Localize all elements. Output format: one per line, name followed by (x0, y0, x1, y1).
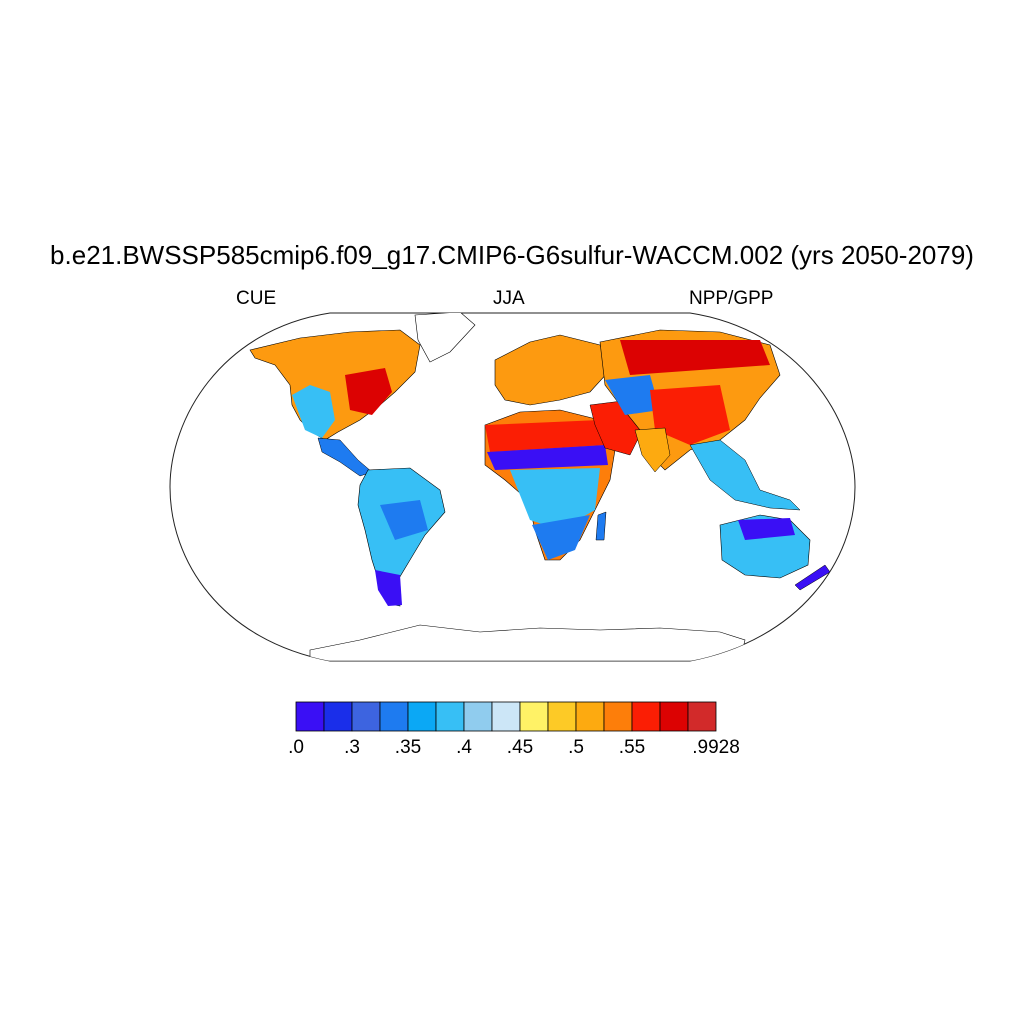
australia-north (738, 518, 795, 540)
central-africa (510, 468, 600, 530)
north-america-west (292, 385, 335, 438)
colorbar-tick-label: .0 (288, 737, 304, 758)
units-label: NPP/GPP (689, 288, 774, 309)
season-label: JJA (493, 288, 525, 309)
central-asia (605, 375, 660, 415)
southern-africa (532, 515, 590, 560)
colorbar-swatch (687, 701, 717, 732)
colorbar-swatch (603, 701, 633, 732)
colorbar-swatch (491, 701, 521, 732)
colorbar-swatch (295, 701, 325, 732)
colorbar-swatch (631, 701, 661, 732)
colorbar-swatch (463, 701, 493, 732)
colorbar-tick-label: .55 (618, 737, 646, 758)
east-asia (650, 385, 730, 445)
colorbar-swatch (547, 701, 577, 732)
colorbar-swatch (407, 701, 437, 732)
madagascar-land (595, 511, 607, 541)
colorbar-tick-label: .35 (394, 737, 422, 758)
sahel-band (487, 445, 608, 470)
south-america-south (375, 570, 402, 606)
colorbar-swatch (659, 701, 689, 732)
southeast-asia-land (689, 439, 801, 511)
antarctica-outline (309, 624, 746, 661)
north-america-land (249, 329, 421, 441)
colorbar-swatch (323, 701, 353, 732)
colorbar-swatch (575, 701, 605, 732)
colorbar-swatch (351, 701, 381, 732)
india-land (634, 427, 671, 473)
siberia-band (620, 340, 770, 375)
variable-label: CUE (236, 288, 277, 309)
south-america-central (380, 500, 428, 540)
greenland-land (414, 313, 476, 363)
plot-title: b.e21.BWSSP585cmip6.f09_g17.CMIP6-G6sulf… (50, 240, 974, 270)
colorbar-tick-label: .3 (344, 737, 360, 758)
sahara-band (485, 420, 605, 452)
colorbar-tick-label: .45 (506, 737, 534, 758)
colorbar-tick-label: .5 (568, 737, 584, 758)
colorbar-tick-label: .9928 (692, 737, 740, 758)
colorbar-swatch (435, 701, 465, 732)
europe-land (494, 334, 611, 406)
colorbar-tick-label: .4 (456, 737, 472, 758)
colorbar-swatch (379, 701, 409, 732)
north-america-east (345, 368, 392, 415)
colorbar-swatch (519, 701, 549, 732)
